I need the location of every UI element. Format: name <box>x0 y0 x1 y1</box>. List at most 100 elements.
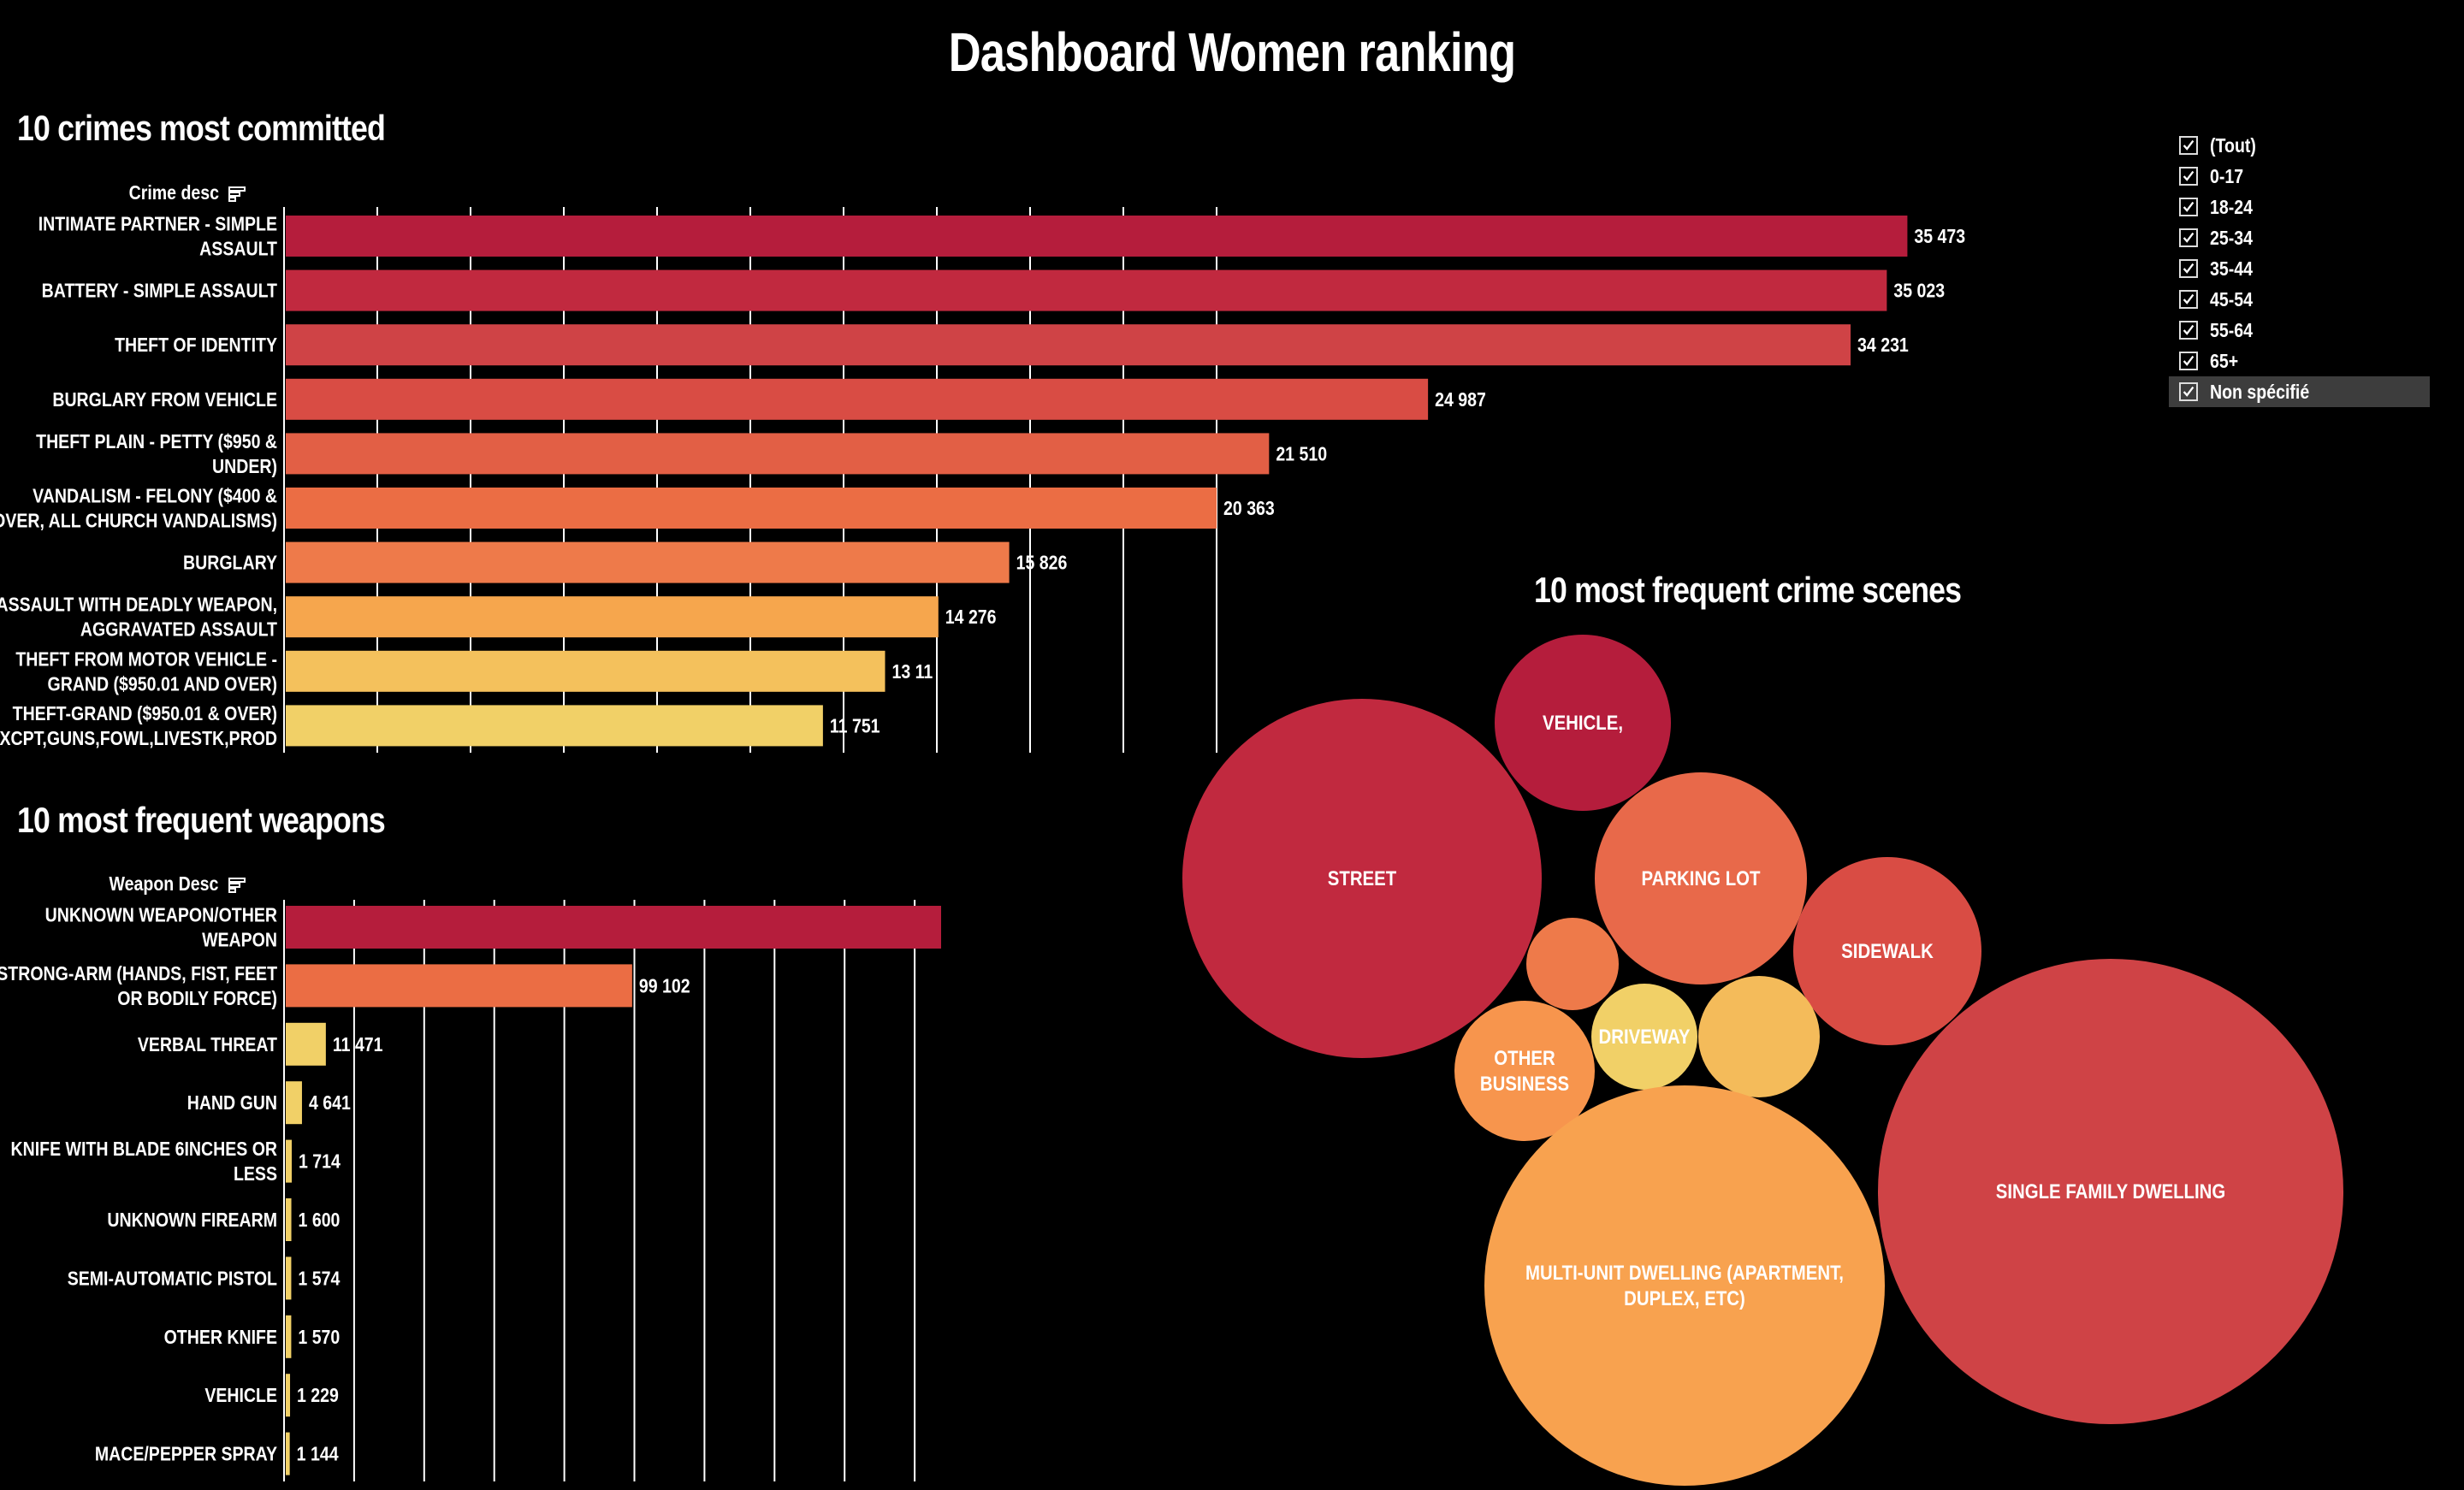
check-icon <box>2183 232 2194 243</box>
scene-label: SINGLE FAMILY DWELLING <box>1996 1180 2226 1203</box>
bar[interactable] <box>286 1432 290 1475</box>
bar[interactable] <box>286 1374 291 1417</box>
scene-label: DUPLEX, ETC) <box>1624 1286 1745 1310</box>
value-label: 1 574 <box>298 1268 340 1290</box>
check-icon <box>2183 139 2194 151</box>
check-icon <box>2183 263 2194 274</box>
sort-icon[interactable] <box>228 876 246 895</box>
weapons-field-header[interactable]: Weapon Desc <box>34 872 246 896</box>
sort-icon[interactable] <box>228 185 246 204</box>
value-label: 24 987 <box>1435 388 1486 411</box>
filter-item-label: (Tout) <box>2210 133 2256 157</box>
bar[interactable] <box>286 324 1851 366</box>
weapons-chart-title: 10 most frequent weapons <box>17 800 386 840</box>
bar[interactable] <box>286 541 1010 583</box>
category-label: BATTERY - SIMPLE ASSAULT <box>42 280 277 302</box>
scene-bubble[interactable] <box>1182 699 1542 1058</box>
check-icon <box>2183 201 2194 212</box>
category-label: GRAND ($950.01 AND OVER) <box>48 673 277 695</box>
category-label: EXCPT,GUNS,FOWL,LIVESTK,PROD <box>0 727 277 749</box>
check-icon <box>2183 324 2194 335</box>
bar[interactable] <box>286 964 632 1008</box>
scene-label: BUSINESS <box>1480 1072 1569 1095</box>
category-label: UNKNOWN FIREARM <box>107 1209 277 1232</box>
checkbox[interactable] <box>2179 321 2198 340</box>
filter-item[interactable]: 25-34 <box>2169 222 2430 253</box>
category-label: OVER, ALL CHURCH VANDALISMS) <box>0 510 277 532</box>
bar[interactable] <box>286 1198 292 1241</box>
bar[interactable] <box>286 906 941 949</box>
filter-item[interactable]: 65+ <box>2169 346 2430 376</box>
filter-item[interactable]: (Tout) <box>2169 130 2430 161</box>
scene-bubble[interactable] <box>1454 1001 1595 1141</box>
bar[interactable] <box>286 269 1887 311</box>
category-label: ASSAULT WITH DEADLY WEAPON, <box>0 594 277 616</box>
crimes-field-header[interactable]: Crime desc <box>51 181 246 204</box>
scene-label: STREET <box>1328 866 1397 890</box>
scenes-chart-title: 10 most frequent crime scenes <box>1534 570 1962 610</box>
scene-bubble[interactable] <box>1484 1085 1885 1486</box>
checkbox[interactable] <box>2179 228 2198 247</box>
scene-bubble[interactable] <box>1878 959 2343 1424</box>
value-label: 1 714 <box>299 1150 341 1173</box>
weapons-bar-chart: UNKNOWN WEAPON/OTHER WEAPON STRONG-ARM (HA… <box>0 900 941 1481</box>
checkbox[interactable] <box>2179 259 2198 278</box>
scene-label: MULTI-UNIT DWELLING (APARTMENT, <box>1525 1261 1844 1284</box>
bar[interactable] <box>286 433 1270 475</box>
scene-label: PARKING LOT <box>1642 866 1761 890</box>
filter-item[interactable]: 45-54 <box>2169 284 2430 315</box>
bar[interactable] <box>286 1139 293 1183</box>
filter-item[interactable]: 0-17 <box>2169 161 2430 192</box>
crimes-chart-title: 10 crimes most committed <box>17 108 386 148</box>
checkbox[interactable] <box>2179 198 2198 216</box>
value-label: 14 276 <box>945 606 997 629</box>
filter-item-label: 35-44 <box>2210 257 2254 280</box>
bar[interactable] <box>286 216 1908 257</box>
crimes-bar-chart: INTIMATE PARTNER - SIMPLE ASSAULT 35 473 BA… <box>0 207 1965 753</box>
category-label: BURGLARY <box>183 552 277 574</box>
scene-bubble[interactable] <box>1595 772 1807 984</box>
value-label: 11 751 <box>830 715 880 737</box>
filter-item-label: 18-24 <box>2210 195 2254 218</box>
bar[interactable] <box>286 488 1217 529</box>
value-label: 99 102 <box>639 975 690 997</box>
value-label: 20 363 <box>1223 498 1275 520</box>
scene-bubble[interactable] <box>1698 976 1820 1097</box>
checkbox[interactable] <box>2179 167 2198 186</box>
scene-bubble[interactable] <box>1526 918 1619 1010</box>
checkbox[interactable] <box>2179 352 2198 370</box>
checkbox[interactable] <box>2179 290 2198 309</box>
filter-item-label: 25-34 <box>2210 226 2254 249</box>
check-icon <box>2183 170 2194 181</box>
bar[interactable] <box>286 1081 302 1125</box>
bar[interactable] <box>286 1256 292 1300</box>
scene-bubble[interactable] <box>1495 635 1671 811</box>
bar[interactable] <box>286 1022 326 1066</box>
check-icon <box>2183 355 2194 366</box>
category-label: ASSAULT <box>199 238 277 260</box>
checkbox[interactable] <box>2179 136 2198 155</box>
category-label: THEFT FROM MOTOR VEHICLE - <box>15 648 277 671</box>
bar[interactable] <box>286 1315 292 1358</box>
scene-bubble[interactable] <box>1793 857 1981 1045</box>
bar[interactable] <box>286 650 886 692</box>
check-icon <box>2183 386 2194 397</box>
scene-label: SIDEWALK <box>1841 939 1934 962</box>
bar[interactable] <box>286 596 939 638</box>
category-label: STRONG-ARM (HANDS, FIST, FEET <box>0 962 277 984</box>
value-label: 1 229 <box>297 1385 339 1407</box>
category-label: INTIMATE PARTNER - SIMPLE <box>38 213 277 235</box>
filter-item[interactable]: Non spécifié <box>2169 376 2430 407</box>
value-label: 13 11 <box>891 660 933 683</box>
bar[interactable] <box>286 378 1429 420</box>
value-label: 4 641 <box>309 1092 351 1115</box>
checkbox[interactable] <box>2179 382 2198 401</box>
bar[interactable] <box>286 705 823 747</box>
filter-item[interactable]: 35-44 <box>2169 253 2430 284</box>
check-icon <box>2183 293 2194 305</box>
category-label: VANDALISM - FELONY ($400 & <box>33 485 277 507</box>
filter-item[interactable]: 55-64 <box>2169 315 2430 346</box>
filter-item[interactable]: 18-24 <box>2169 192 2430 222</box>
scene-bubble[interactable] <box>1591 984 1697 1090</box>
